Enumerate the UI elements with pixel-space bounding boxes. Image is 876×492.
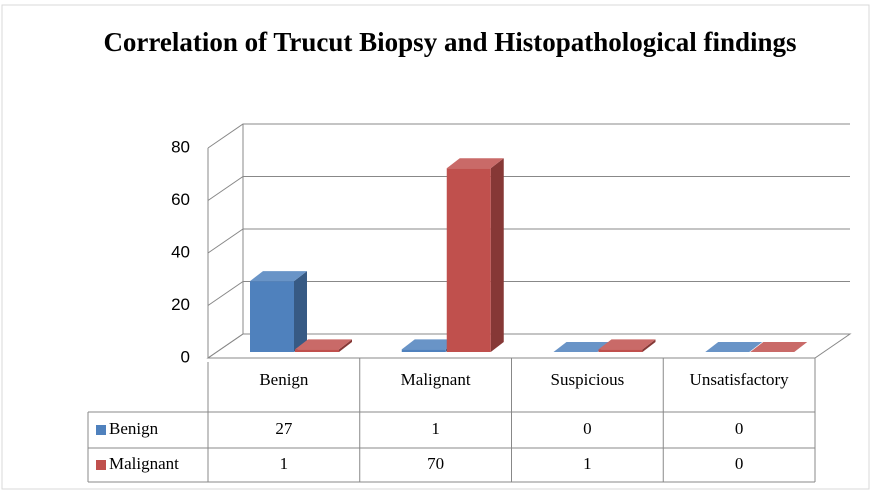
category-label: Benign	[259, 370, 309, 389]
grid-line	[207, 176, 850, 201]
y-tick-label: 40	[171, 242, 190, 261]
bar-top	[446, 158, 504, 169]
table-value: 0	[583, 419, 592, 438]
legend-label: Malignant	[109, 454, 179, 473]
bar-side	[294, 271, 307, 352]
bar	[401, 349, 446, 352]
bar-top	[750, 342, 808, 352]
table-value: 1	[583, 454, 592, 473]
table-value: 1	[431, 419, 440, 438]
grid-line	[207, 123, 850, 149]
table-value: 1	[280, 454, 289, 473]
bar-top	[401, 339, 459, 350]
grid-line	[207, 333, 850, 359]
y-tick-label: 60	[171, 190, 190, 209]
y-tick-label: 0	[181, 347, 190, 366]
category-label: Unsatisfactory	[690, 370, 790, 389]
legend-label: Benign	[109, 419, 159, 438]
y-tick-label: 20	[171, 295, 190, 314]
category-label: Suspicious	[551, 370, 625, 389]
bar-top	[295, 339, 352, 350]
chart-title: Correlation of Trucut Biopsy and Histopa…	[103, 27, 797, 57]
grid-line	[207, 228, 850, 254]
bar	[446, 168, 491, 352]
legend-key	[96, 425, 106, 435]
table-value: 70	[427, 454, 444, 473]
legend-key	[96, 460, 106, 470]
bar-side	[339, 339, 352, 352]
grid-line	[207, 281, 850, 306]
table-value: 0	[735, 454, 744, 473]
y-tick-label: 80	[171, 137, 190, 156]
bar-side	[642, 339, 656, 352]
bar-top	[250, 271, 307, 282]
category-label: Malignant	[401, 370, 471, 389]
table-value: 27	[275, 419, 293, 438]
bar-side	[490, 158, 504, 352]
bar	[295, 349, 339, 352]
chart-border	[1, 4, 870, 490]
bar-top	[553, 342, 611, 352]
bar-top	[705, 342, 763, 352]
bar	[250, 281, 294, 352]
bar	[598, 349, 643, 352]
table-value: 0	[735, 419, 744, 438]
bar-top	[598, 339, 656, 350]
